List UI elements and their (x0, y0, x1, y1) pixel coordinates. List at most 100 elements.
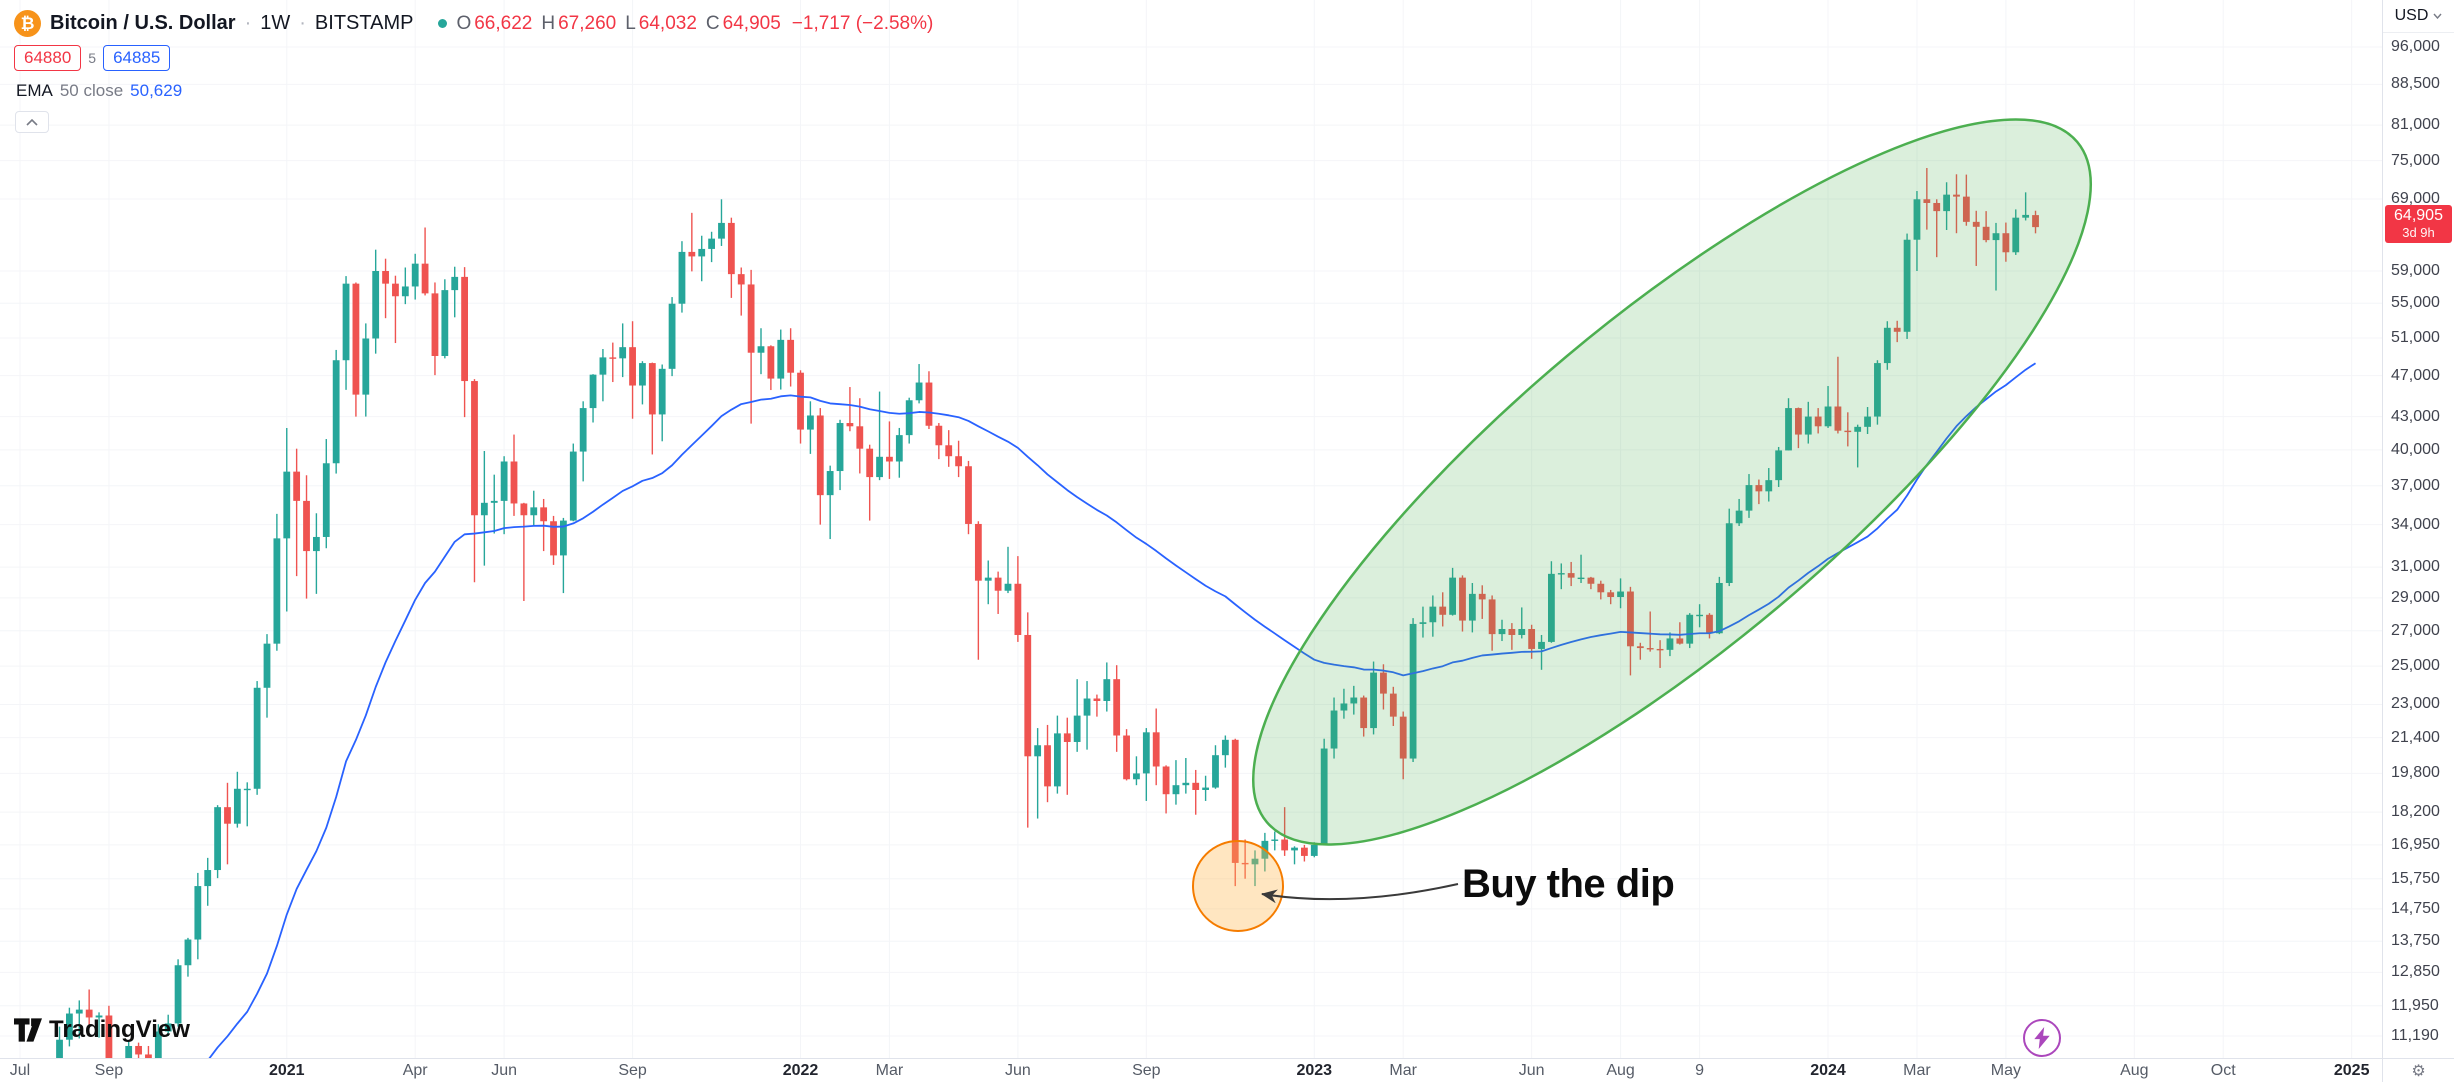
candle-body (648, 363, 656, 415)
symbol-header-row[interactable]: ₿ Bitcoin / U.S. Dollar · 1W · BITSTAMP … (14, 10, 933, 37)
candle-body (125, 1045, 133, 1058)
candle-body (1627, 591, 1634, 647)
candle-body (411, 263, 419, 287)
candle-body (441, 290, 449, 356)
candle-body (974, 523, 982, 581)
candle-body (1133, 773, 1140, 780)
chart-canvas[interactable] (0, 0, 2382, 1058)
candle-body (85, 1009, 93, 1018)
price-axis-label: 15,750 (2391, 869, 2440, 887)
candle-body (1281, 839, 1289, 851)
ellipse-annotation[interactable] (1161, 16, 2182, 947)
candle-body (1686, 614, 1694, 644)
candle-body (945, 445, 953, 457)
time-axis-label: 9 (1695, 1062, 1705, 1079)
candle-body (1182, 782, 1190, 786)
candle-body (283, 471, 291, 539)
candle-body (1310, 844, 1318, 856)
legend-collapse-button[interactable] (15, 111, 49, 133)
indicator-value: 50,629 (130, 81, 183, 100)
candle-body (846, 423, 854, 427)
candle-body (95, 1015, 103, 1018)
candle-body (1251, 858, 1259, 865)
candle-body (1271, 839, 1279, 841)
price-axis-label: 96,000 (2391, 38, 2440, 55)
currency-selector[interactable]: USD (2383, 0, 2454, 33)
candle-body (1409, 623, 1417, 759)
candle-body (471, 381, 478, 516)
buy-price-button[interactable]: 64885 (103, 45, 171, 71)
circle-annotation[interactable] (1192, 840, 1284, 932)
price-axis-label: 51,000 (2391, 329, 2440, 347)
time-axis-label: Jun (491, 1062, 518, 1079)
candle-body (1449, 577, 1456, 615)
candle-body (1241, 862, 1249, 865)
boost-button[interactable] (2023, 1019, 2061, 1057)
exchange-label[interactable]: BITSTAMP (314, 12, 414, 34)
candle-body (520, 503, 528, 516)
candle-body (224, 807, 231, 824)
price-axis-label: 75,000 (2391, 151, 2440, 169)
candle-body (1854, 426, 1862, 432)
candle-body (1607, 592, 1615, 598)
price-axis-label: 29,000 (2391, 588, 2440, 606)
candle-body (629, 347, 636, 386)
candle-body (1231, 739, 1239, 863)
tradingview-logo[interactable]: TradingView (14, 1016, 190, 1044)
price-axis-label: 12,850 (2391, 963, 2440, 981)
candle-body (1518, 628, 1526, 635)
current-price-badge: 64,905 3d 9h (2385, 205, 2452, 244)
indicator-legend-row[interactable]: EMA 50 close 50,629 (16, 81, 933, 101)
candle-body (1824, 406, 1832, 427)
candle-body (1152, 732, 1160, 767)
candle-body (1320, 748, 1328, 845)
candle-body (1706, 614, 1713, 634)
price-axis-label: 11,950 (2391, 996, 2439, 1014)
sell-price-button[interactable]: 64880 (14, 45, 82, 71)
candle-body (233, 788, 241, 824)
separator-dot: · (244, 12, 252, 34)
candle-body (1034, 745, 1042, 757)
time-axis-label: Mar (1903, 1062, 1931, 1079)
high-value: 67,260 (558, 12, 617, 34)
candle-body (1459, 577, 1466, 621)
candle-body (154, 1031, 162, 1058)
candle-body (2012, 217, 2020, 253)
tradingview-logo-icon (14, 1018, 42, 1042)
candle-body (1933, 202, 1941, 212)
candle-body (401, 286, 409, 297)
candle-body (1804, 416, 1812, 435)
candle-body (421, 263, 429, 294)
candle-body (797, 372, 804, 430)
candle-body (1044, 745, 1051, 787)
candle-body (816, 415, 824, 496)
gear-icon: ⚙ (2411, 1062, 2426, 1080)
timeframe-label[interactable]: 1W (260, 12, 291, 34)
candle-body (273, 538, 281, 644)
price-axis[interactable]: USD 96,000 88,500 81,000 75,000 69,000 59,000… (2382, 0, 2454, 1058)
indicator-name: EMA (16, 81, 53, 100)
candle-body (1113, 679, 1121, 736)
candle-body (184, 939, 192, 966)
price-axis-label: 88,500 (2391, 75, 2440, 93)
candle-body (994, 577, 1002, 591)
candle-body (1923, 199, 1931, 203)
price-axis-label: 23,000 (2391, 695, 2440, 713)
time-axis[interactable]: Jul Sep 2021 Apr Jun Sep 2022 Mar Jun Sep 2023 Mar J… (0, 1058, 2382, 1082)
candle-body (332, 360, 340, 464)
close-label: C (705, 12, 720, 34)
candle-body (1488, 599, 1496, 635)
axis-settings-corner[interactable]: ⚙ (2382, 1058, 2454, 1082)
buy-the-dip-annotation-text[interactable]: Buy the dip (1462, 862, 1675, 906)
low-value: 64,032 (638, 12, 697, 34)
candle-body (461, 276, 468, 382)
candle-body (718, 222, 725, 239)
candle-body (1083, 698, 1091, 716)
candle-body (1508, 628, 1516, 635)
symbol-title[interactable]: Bitcoin / U.S. Dollar (50, 12, 236, 34)
low-label: L (625, 12, 636, 34)
arrow-annotation[interactable] (1261, 883, 1459, 904)
candle-body (826, 471, 834, 496)
candle-body (1597, 583, 1605, 593)
candle-body (1656, 648, 1664, 651)
